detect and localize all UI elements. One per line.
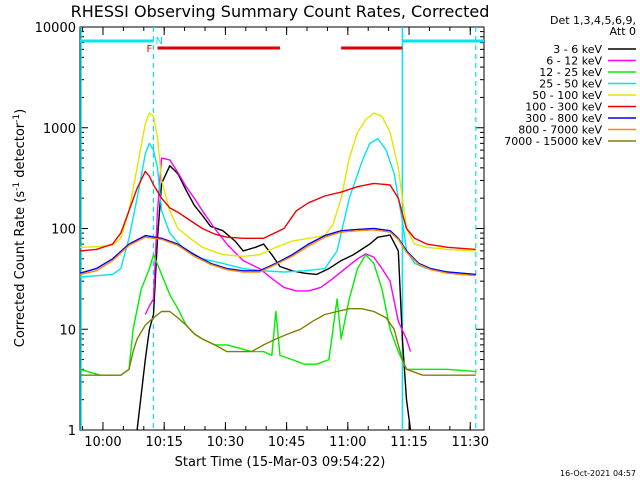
legend-header-line: Det 1,3,4,5,6,9, [550, 14, 636, 27]
x-tick-label: 10:30 [207, 435, 244, 450]
x-tick-label: 10:00 [84, 435, 121, 450]
y-tick-label: 100 [51, 223, 76, 238]
series-line-6 [79, 170, 476, 252]
legend-entry-label: 12 - 25 keV [539, 66, 602, 79]
x-tick-label: 10:45 [268, 435, 305, 450]
chart-title: RHESSI Observing Summary Count Rates, Co… [71, 2, 490, 21]
series-line-2 [144, 157, 412, 352]
series-group [79, 112, 476, 431]
x-tick-label: 11:00 [329, 435, 366, 450]
legend-entry-label: 6 - 12 keV [546, 55, 602, 68]
series-line-3 [79, 254, 476, 376]
legend-entry-label: 800 - 7000 keV [518, 124, 602, 137]
legend-header-line: Att 0 [610, 25, 636, 38]
axis-ticks: 10:00 10:15 10:30 10:45 11:00 11:15 11:30 1 10 10… [35, 21, 489, 450]
y-axis-label: Corrected Count Rate (s-1 detector-1) [12, 109, 28, 347]
x-tick-label: 10:15 [145, 435, 182, 450]
timestamp-label: 16-Oct-2021 04:57 [560, 469, 636, 478]
flare-flag-label: F [147, 44, 153, 55]
y-tick-label: 1000 [43, 122, 76, 137]
legend-entry-label: 100 - 300 keV [525, 101, 602, 114]
legend-entry-label: 50 - 100 keV [532, 89, 602, 102]
night-flag-label: N [155, 36, 162, 47]
series-line-8 [79, 229, 476, 277]
series-line-4 [79, 137, 476, 278]
status-flags: NF [80, 27, 484, 430]
legend-entry-label: 7000 - 15000 keV [504, 135, 602, 148]
x-axis-label: Start Time (15-Mar-03 09:54:22) [175, 455, 386, 470]
legend-entry-label: 25 - 50 keV [539, 78, 602, 91]
y-tick-label: 10 [59, 323, 76, 338]
y-tick-label: 1 [68, 424, 76, 439]
y-tick-label: 10000 [35, 21, 76, 36]
x-tick-label: 11:15 [390, 435, 427, 450]
series-line-9 [80, 308, 476, 376]
x-tick-label: 11:30 [452, 435, 489, 450]
legend-entry-label: 300 - 800 keV [525, 112, 602, 125]
series-line-7 [79, 227, 476, 276]
legend-entry-label: 3 - 6 keV [553, 43, 602, 56]
series-line-5 [79, 112, 476, 257]
series-line-1 [136, 165, 412, 431]
